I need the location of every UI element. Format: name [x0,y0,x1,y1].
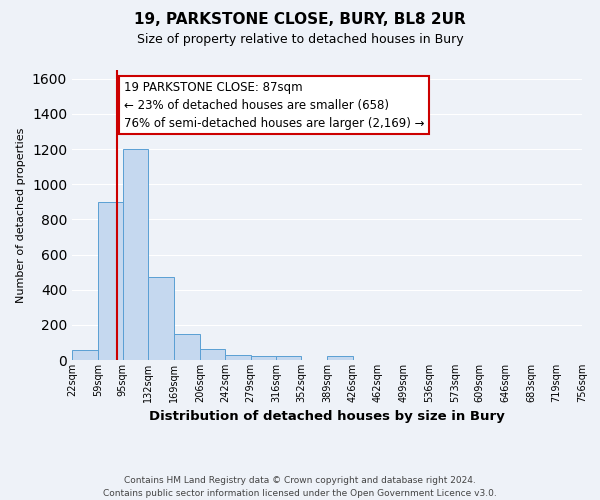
Bar [123,149,148,360]
Bar [98,202,123,360]
Bar [200,350,225,360]
Bar [174,334,200,360]
Bar [276,356,301,360]
Y-axis label: Number of detached properties: Number of detached properties [16,128,26,302]
Bar [251,356,276,360]
Text: 19 PARKSTONE CLOSE: 87sqm
← 23% of detached houses are smaller (658)
76% of semi: 19 PARKSTONE CLOSE: 87sqm ← 23% of detac… [124,80,425,130]
Bar [72,350,98,360]
Bar [148,278,174,360]
Text: Size of property relative to detached houses in Bury: Size of property relative to detached ho… [137,32,463,46]
Text: 19, PARKSTONE CLOSE, BURY, BL8 2UR: 19, PARKSTONE CLOSE, BURY, BL8 2UR [134,12,466,28]
Text: Contains HM Land Registry data © Crown copyright and database right 2024.
Contai: Contains HM Land Registry data © Crown c… [103,476,497,498]
Bar [327,356,353,360]
X-axis label: Distribution of detached houses by size in Bury: Distribution of detached houses by size … [149,410,505,424]
Bar [225,354,251,360]
